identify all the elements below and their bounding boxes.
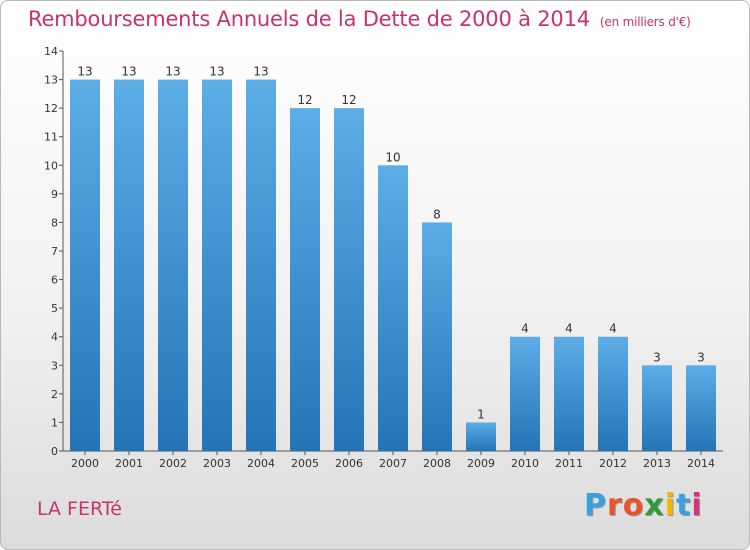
y-tick-label: 12	[44, 102, 58, 115]
x-tick-label: 2010	[511, 457, 539, 470]
bar-value-label: 3	[697, 350, 705, 364]
bar	[334, 108, 364, 452]
bar	[642, 365, 672, 451]
bar-value-label: 13	[209, 65, 224, 79]
bar	[554, 336, 584, 451]
x-tick-label: 2008	[423, 457, 451, 470]
logo-letter: r	[607, 488, 623, 523]
y-tick-label: 11	[44, 131, 58, 144]
bar	[114, 79, 144, 452]
bar	[686, 365, 716, 451]
chart-title-text: Remboursements Annuels de la Dette de 20…	[28, 7, 590, 31]
y-tick-label: 8	[51, 216, 58, 229]
y-tick-label: 13	[44, 74, 58, 87]
bar-value-label: 10	[385, 150, 400, 164]
bar	[70, 79, 100, 452]
x-tick-label: 2004	[247, 457, 275, 470]
bar	[246, 79, 276, 452]
x-tick-label: 2009	[467, 457, 495, 470]
logo-letter: o	[622, 488, 645, 523]
y-tick-label: 14	[44, 45, 58, 58]
y-tick-label: 0	[51, 445, 58, 458]
city-name: LA FERTé	[37, 498, 122, 520]
bar-value-label: 8	[433, 207, 441, 221]
bar	[598, 336, 628, 451]
bar	[378, 165, 408, 452]
y-tick-label: 1	[51, 416, 58, 429]
x-tick-label: 2007	[379, 457, 407, 470]
bar	[466, 422, 496, 451]
logo-letter: t	[676, 488, 692, 523]
bar-value-label: 12	[341, 93, 356, 107]
x-tick-label: 2002	[159, 457, 187, 470]
y-tick-label: 9	[51, 188, 58, 201]
bar-value-label: 4	[565, 322, 573, 336]
x-tick-label: 2006	[335, 457, 363, 470]
logo-letter: x	[644, 488, 665, 523]
bar-value-label: 4	[609, 322, 617, 336]
logo-letter: i	[664, 488, 677, 523]
y-tick-label: 5	[51, 302, 58, 315]
x-tick-label: 2011	[555, 457, 583, 470]
logo-letter: P	[584, 488, 607, 523]
bar	[158, 79, 188, 452]
bar	[202, 79, 232, 452]
x-tick-label: 2000	[71, 457, 99, 470]
x-tick-label: 2014	[687, 457, 715, 470]
bar-value-label: 4	[521, 322, 529, 336]
bar-value-label: 1	[477, 407, 485, 421]
x-tick-label: 2012	[599, 457, 627, 470]
x-tick-label: 2013	[643, 457, 671, 470]
bar	[290, 108, 320, 452]
chart-title: Remboursements Annuels de la Dette de 20…	[28, 7, 691, 31]
proxiti-logo: Proxiti	[584, 488, 703, 523]
x-tick-label: 2001	[115, 457, 143, 470]
chart-bars: 13 13 13 13 13 12 12 10 8 1 4 4 4 3 3	[70, 65, 716, 452]
bar	[510, 336, 540, 451]
bar-value-label: 13	[165, 65, 180, 79]
bar-value-label: 3	[653, 350, 661, 364]
x-tick-label: 2003	[203, 457, 231, 470]
bar-value-label: 12	[297, 93, 312, 107]
y-tick-label: 2	[51, 388, 58, 401]
y-tick-label: 4	[51, 331, 58, 344]
bar-value-label: 13	[121, 65, 136, 79]
y-tick-label: 6	[51, 274, 58, 287]
bar-value-label: 13	[77, 65, 92, 79]
chart-unit-label: (en milliers d'€)	[599, 15, 691, 29]
x-tick-label: 2005	[291, 457, 319, 470]
bar	[422, 222, 452, 451]
y-tick-label: 10	[44, 159, 58, 172]
y-tick-label: 3	[51, 359, 58, 372]
logo-letter: i	[691, 488, 703, 523]
y-tick-label: 7	[51, 245, 58, 258]
bar-value-label: 13	[253, 65, 268, 79]
